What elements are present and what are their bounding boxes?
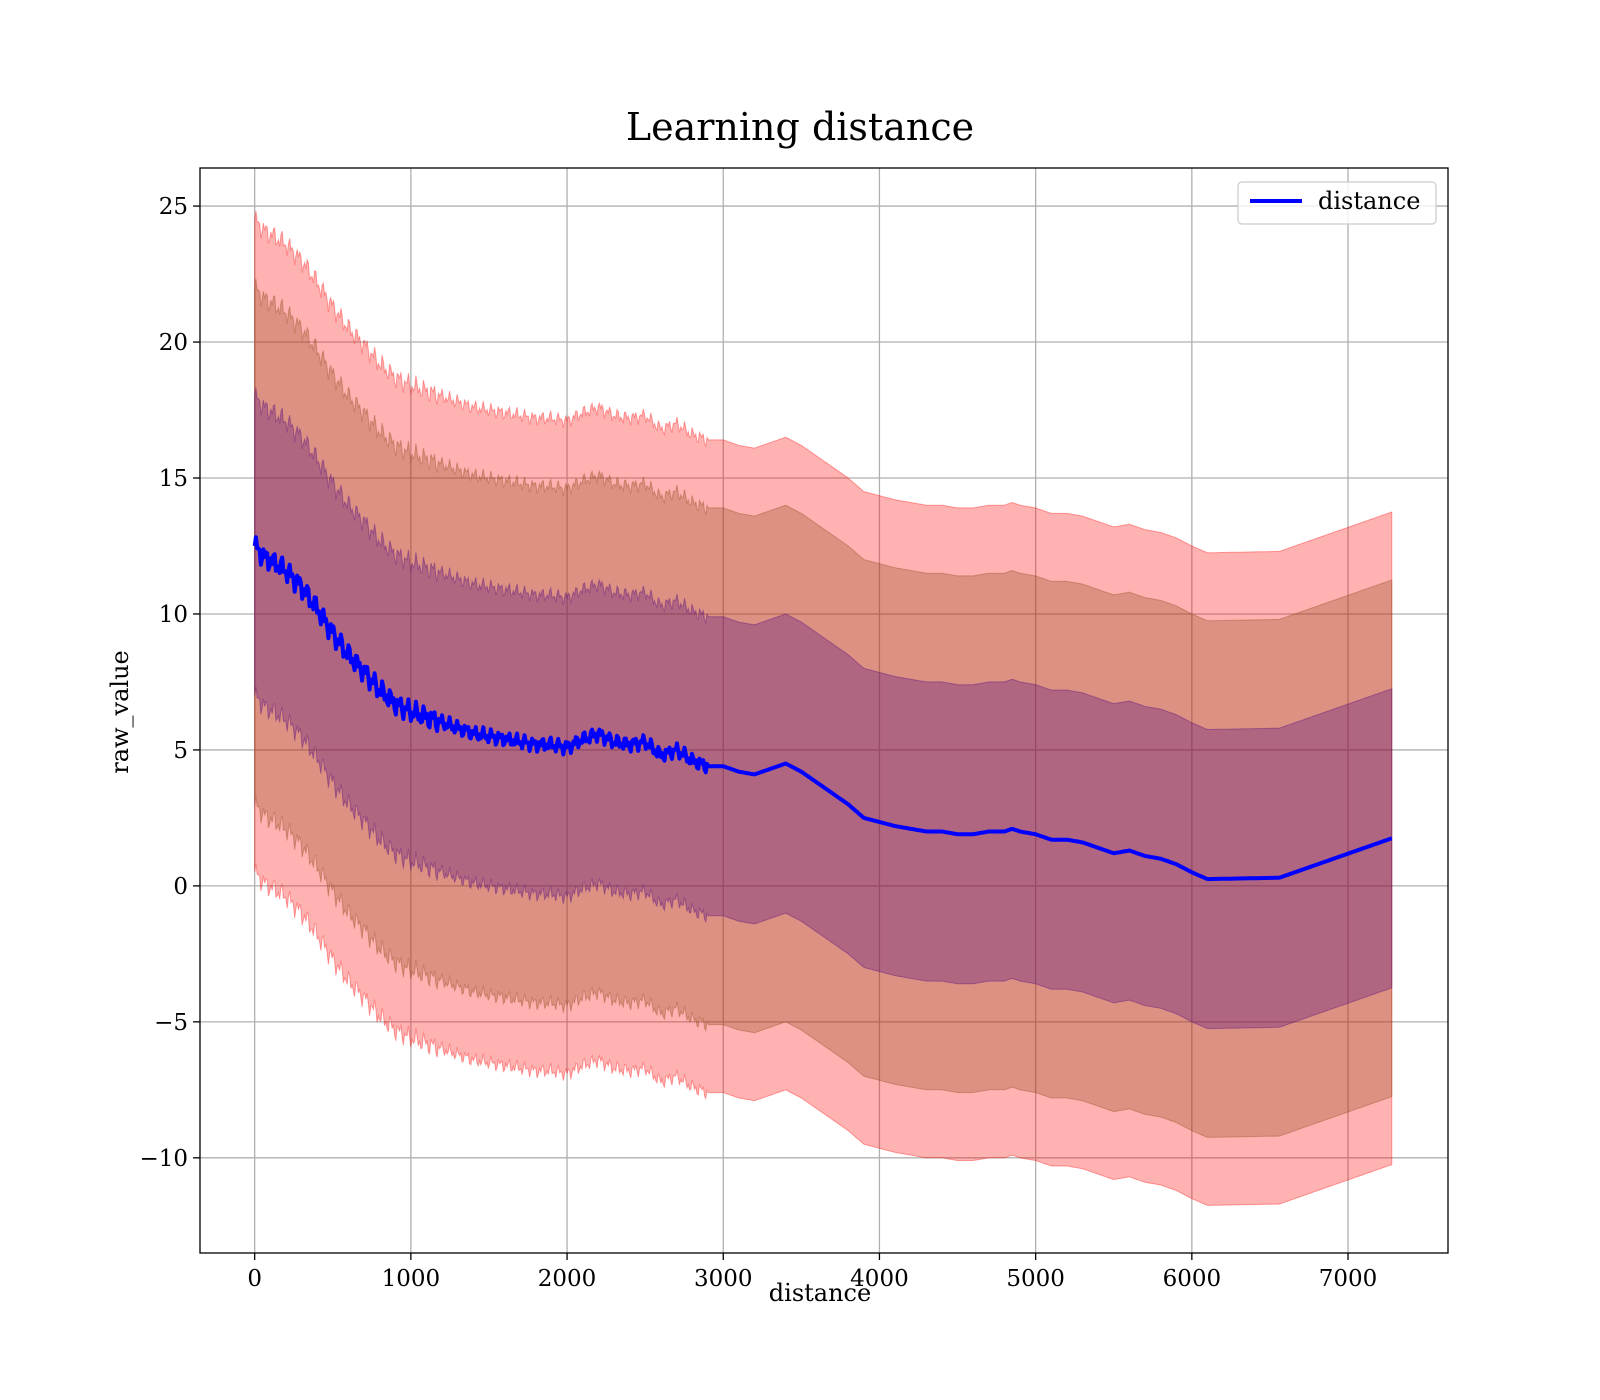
x-tick-label: 0 <box>247 1266 262 1292</box>
x-tick-label: 3000 <box>694 1266 753 1292</box>
y-tick-label: 15 <box>159 466 188 492</box>
x-tick-label: 1000 <box>382 1266 441 1292</box>
legend-box <box>1237 181 1437 225</box>
y-tick-label: 25 <box>159 194 188 220</box>
series-line-distance <box>252 535 1393 882</box>
plot-frame <box>199 167 1449 1254</box>
band-inner <box>254 387 1393 1030</box>
band-outer <box>254 210 1393 1206</box>
grid-lines <box>200 168 1448 1253</box>
legend-label-distance: distance <box>1318 187 1420 215</box>
legend: distance <box>1237 181 1437 225</box>
x-tick-label: 5000 <box>1006 1266 1065 1292</box>
x-axis-label: distance <box>769 1279 871 1307</box>
x-tick-label: 6000 <box>1163 1266 1222 1292</box>
series-lines <box>252 535 1393 882</box>
y-tick-label: −5 <box>154 1010 188 1036</box>
y-axis-label: raw_value <box>106 650 134 774</box>
band-middle <box>254 278 1393 1138</box>
x-tick-label: 7000 <box>1319 1266 1378 1292</box>
y-tick-label: −10 <box>139 1146 188 1172</box>
x-axis-ticks: 0 1000 2000 3000 4000 5000 6000 7000 <box>247 1253 1377 1292</box>
y-tick-label: 0 <box>173 874 188 900</box>
x-tick-label: 4000 <box>850 1266 909 1292</box>
y-tick-label: 20 <box>159 330 188 356</box>
x-tick-label: 2000 <box>538 1266 597 1292</box>
y-axis-ticks: 25 20 15 10 5 0 −5 −10 <box>139 194 200 1172</box>
y-tick-label: 10 <box>159 602 188 628</box>
confidence-bands <box>254 210 1393 1206</box>
chart-title: Learning distance <box>626 105 974 149</box>
y-tick-label: 5 <box>173 738 188 764</box>
